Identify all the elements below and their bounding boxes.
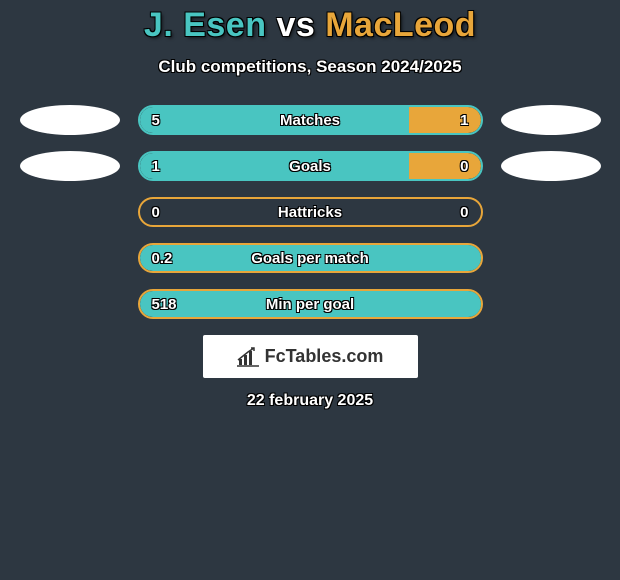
fctables-logo: FcTables.com — [203, 335, 418, 378]
comparison-infographic: J. Esen vs MacLeod Club competitions, Se… — [0, 0, 620, 580]
avatar-spacer — [20, 197, 120, 227]
avatar-left — [20, 105, 120, 135]
stat-label: Goals — [140, 153, 481, 179]
stat-bar: 1Goals0 — [138, 151, 483, 181]
stat-row: 0.2Goals per match — [0, 243, 620, 273]
avatar-right — [501, 105, 601, 135]
page-title: J. Esen vs MacLeod — [0, 0, 620, 45]
chart-icon — [237, 347, 259, 367]
avatar-spacer — [501, 289, 601, 319]
stat-label: Matches — [140, 107, 481, 133]
avatar-spacer — [501, 243, 601, 273]
title-left-player: J. Esen — [144, 6, 267, 44]
avatar-spacer — [501, 197, 601, 227]
comparison-bars: 5Matches11Goals00Hattricks00.2Goals per … — [0, 105, 620, 319]
stat-right-value: 0 — [460, 153, 468, 179]
date-label: 22 february 2025 — [0, 392, 620, 410]
stat-bar: 0.2Goals per match — [138, 243, 483, 273]
stat-row: 5Matches1 — [0, 105, 620, 135]
stat-row: 0Hattricks0 — [0, 197, 620, 227]
avatar-right — [501, 151, 601, 181]
avatar-left — [20, 151, 120, 181]
title-vs: vs — [276, 6, 315, 44]
stat-label: Goals per match — [140, 245, 481, 271]
avatar-spacer — [20, 243, 120, 273]
stat-right-value: 1 — [460, 107, 468, 133]
stat-label: Min per goal — [140, 291, 481, 317]
stat-row: 1Goals0 — [0, 151, 620, 181]
subtitle: Club competitions, Season 2024/2025 — [0, 57, 620, 77]
stat-row: 518Min per goal — [0, 289, 620, 319]
stat-bar: 5Matches1 — [138, 105, 483, 135]
stat-bar: 0Hattricks0 — [138, 197, 483, 227]
title-right-player: MacLeod — [325, 6, 476, 44]
stat-right-value: 0 — [460, 199, 468, 225]
logo-text: FcTables.com — [265, 346, 384, 367]
stat-bar: 518Min per goal — [138, 289, 483, 319]
avatar-spacer — [20, 289, 120, 319]
stat-label: Hattricks — [140, 199, 481, 225]
